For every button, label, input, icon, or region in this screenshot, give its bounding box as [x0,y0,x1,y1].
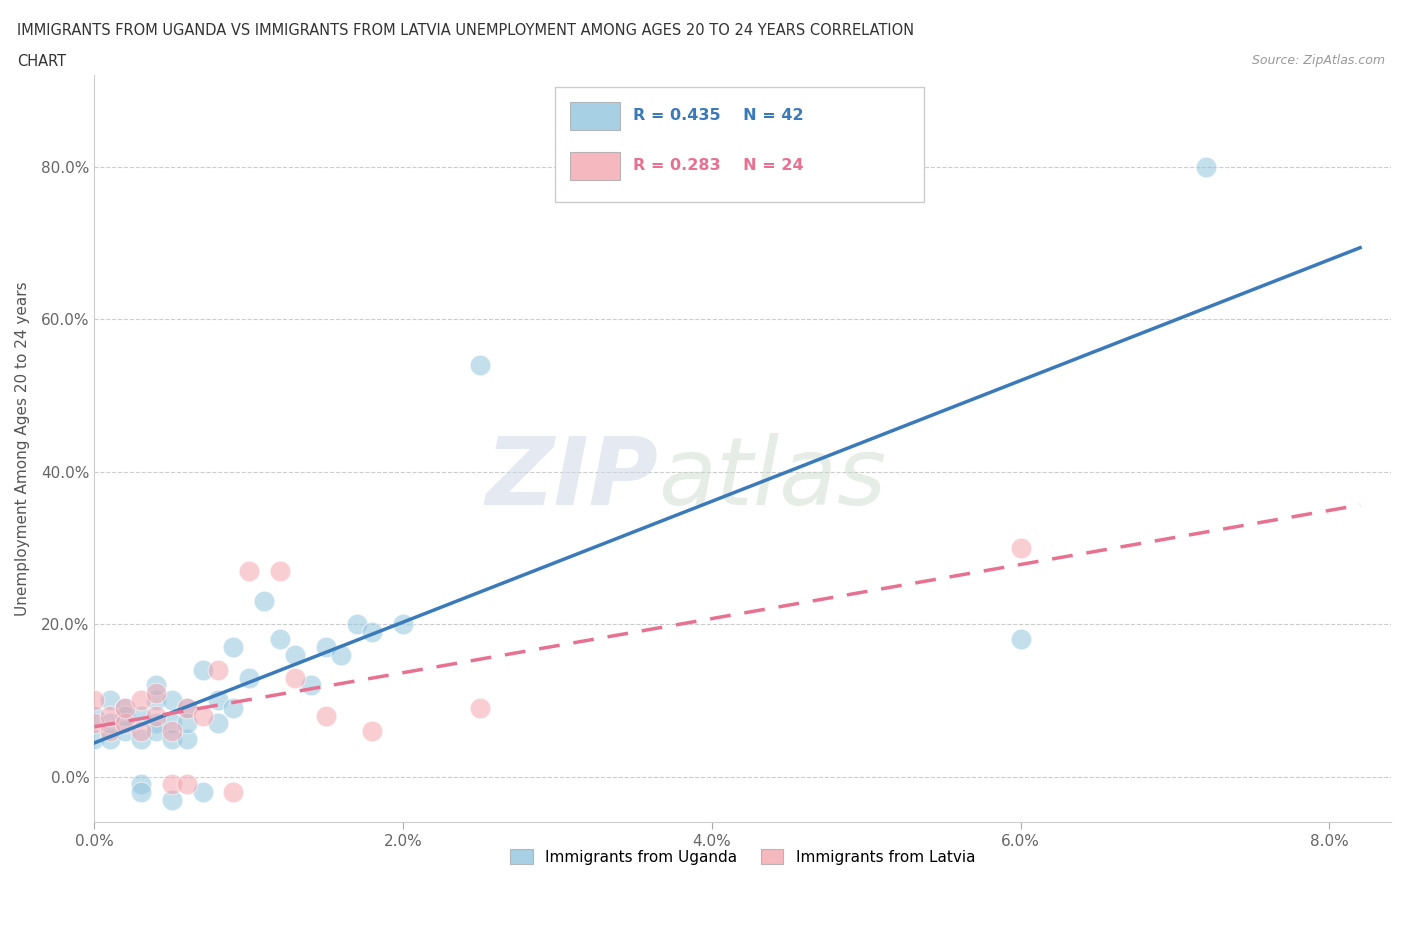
Point [269,564,291,578]
Point [145,716,167,731]
Text: atlas: atlas [658,433,887,525]
Y-axis label: Unemployment Among Ages 20 to 24 years: Unemployment Among Ages 20 to 24 years [15,282,30,617]
Point [129,693,152,708]
FancyBboxPatch shape [555,86,924,203]
Point [361,624,384,639]
Text: Source: ZipAtlas.com: Source: ZipAtlas.com [1251,54,1385,67]
Point [98,716,121,731]
Point [98,693,121,708]
Point [361,724,384,738]
Point [222,700,245,715]
Point [114,700,136,715]
Point [83,693,105,708]
Point [129,724,152,738]
Point [114,716,136,731]
Point [284,647,307,662]
Point [83,731,105,746]
Point [83,709,105,724]
Point [1010,540,1032,555]
Point [346,617,368,631]
Point [207,662,229,677]
Point [98,724,121,738]
Point [145,724,167,738]
Legend: Immigrants from Uganda, Immigrants from Latvia: Immigrants from Uganda, Immigrants from … [505,843,981,870]
Bar [571,152,620,180]
Text: ZIP: ZIP [485,432,658,525]
Text: R = 0.435    N = 42: R = 0.435 N = 42 [633,108,803,123]
Point [284,671,307,685]
Point [207,693,229,708]
Point [176,777,198,791]
Point [176,700,198,715]
Point [160,792,183,807]
Point [160,724,183,738]
Point [129,731,152,746]
Point [98,709,121,724]
Point [160,716,183,731]
Point [176,716,198,731]
Point [315,709,337,724]
Point [145,709,167,724]
Point [299,678,322,693]
Point [129,709,152,724]
Point [253,594,276,609]
Text: R = 0.283    N = 24: R = 0.283 N = 24 [633,157,803,173]
Point [191,785,214,800]
Point [114,724,136,738]
Point [222,785,245,800]
Point [160,731,183,746]
Point [207,716,229,731]
Point [392,617,415,631]
Point [315,640,337,655]
Point [176,700,198,715]
Point [145,693,167,708]
Point [129,785,152,800]
Point [222,640,245,655]
Text: CHART: CHART [17,54,66,69]
Point [269,632,291,647]
Point [176,731,198,746]
Point [98,731,121,746]
Point [145,678,167,693]
Point [145,685,167,700]
Point [160,777,183,791]
Point [114,709,136,724]
Point [191,709,214,724]
Point [114,700,136,715]
Point [238,671,260,685]
Point [160,693,183,708]
Point [330,647,353,662]
Bar [571,101,620,130]
Point [470,358,492,373]
Point [238,564,260,578]
Point [129,777,152,791]
Point [191,662,214,677]
Text: IMMIGRANTS FROM UGANDA VS IMMIGRANTS FROM LATVIA UNEMPLOYMENT AMONG AGES 20 TO 2: IMMIGRANTS FROM UGANDA VS IMMIGRANTS FRO… [17,23,914,38]
Point [1195,159,1218,174]
Point [1010,632,1032,647]
Point [470,700,492,715]
Point [83,716,105,731]
